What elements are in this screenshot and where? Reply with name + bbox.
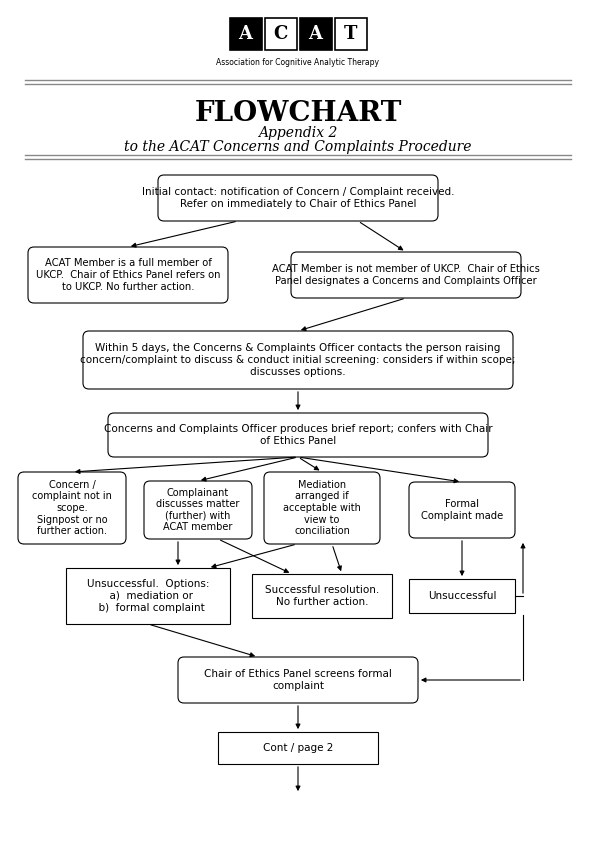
FancyBboxPatch shape: [264, 472, 380, 544]
Bar: [265, 18, 296, 50]
Bar: [229, 18, 262, 50]
Text: Cont / page 2: Cont / page 2: [263, 743, 333, 753]
Text: Successful resolution.
No further action.: Successful resolution. No further action…: [265, 585, 379, 607]
FancyBboxPatch shape: [144, 481, 252, 539]
Bar: [66, 568, 230, 624]
Bar: [218, 732, 378, 764]
FancyBboxPatch shape: [83, 331, 513, 389]
FancyBboxPatch shape: [28, 247, 228, 303]
Text: Chair of Ethics Panel screens formal
complaint: Chair of Ethics Panel screens formal com…: [204, 669, 392, 690]
Text: T: T: [344, 25, 357, 43]
Text: A: A: [238, 25, 253, 43]
FancyBboxPatch shape: [158, 175, 438, 221]
FancyBboxPatch shape: [291, 252, 521, 298]
FancyBboxPatch shape: [409, 482, 515, 538]
Text: A: A: [309, 25, 322, 43]
Bar: [334, 18, 367, 50]
FancyBboxPatch shape: [108, 413, 488, 457]
Text: Mediation
arranged if
acceptable with
view to
conciliation: Mediation arranged if acceptable with vi…: [283, 480, 361, 536]
Text: Association for Cognitive Analytic Therapy: Association for Cognitive Analytic Thera…: [216, 58, 380, 67]
FancyBboxPatch shape: [18, 472, 126, 544]
FancyBboxPatch shape: [178, 657, 418, 703]
Text: Concerns and Complaints Officer produces brief report; confers with Chair
of Eth: Concerns and Complaints Officer produces…: [104, 424, 492, 446]
Text: Formal
Complaint made: Formal Complaint made: [421, 499, 503, 521]
Text: C: C: [274, 25, 288, 43]
Text: Appendix 2: Appendix 2: [258, 126, 338, 140]
Text: Concern /
complaint not in
scope.
Signpost or no
further action.: Concern / complaint not in scope. Signpo…: [32, 480, 112, 536]
Bar: [300, 18, 331, 50]
Bar: [252, 574, 392, 618]
Text: to the ACAT Concerns and Complaints Procedure: to the ACAT Concerns and Complaints Proc…: [124, 140, 472, 154]
Text: Within 5 days, the Concerns & Complaints Officer contacts the person raising
con: Within 5 days, the Concerns & Complaints…: [80, 343, 516, 377]
Text: ACAT Member is a full member of
UKCP.  Chair of Ethics Panel refers on
to UKCP. : ACAT Member is a full member of UKCP. Ch…: [36, 259, 221, 292]
Text: Initial contact: notification of Concern / Complaint received.
Refer on immediat: Initial contact: notification of Concern…: [142, 187, 454, 209]
Text: Complainant
discusses matter
(further) with
ACAT member: Complainant discusses matter (further) w…: [156, 487, 240, 533]
Text: FLOWCHART: FLOWCHART: [194, 100, 402, 127]
Text: Unsuccessful: Unsuccessful: [428, 591, 496, 601]
Bar: [409, 579, 515, 613]
Text: ACAT Member is not member of UKCP.  Chair of Ethics
Panel designates a Concerns : ACAT Member is not member of UKCP. Chair…: [272, 264, 540, 286]
Text: Unsuccessful.  Options:
  a)  mediation or
  b)  formal complaint: Unsuccessful. Options: a) mediation or b…: [87, 579, 209, 613]
